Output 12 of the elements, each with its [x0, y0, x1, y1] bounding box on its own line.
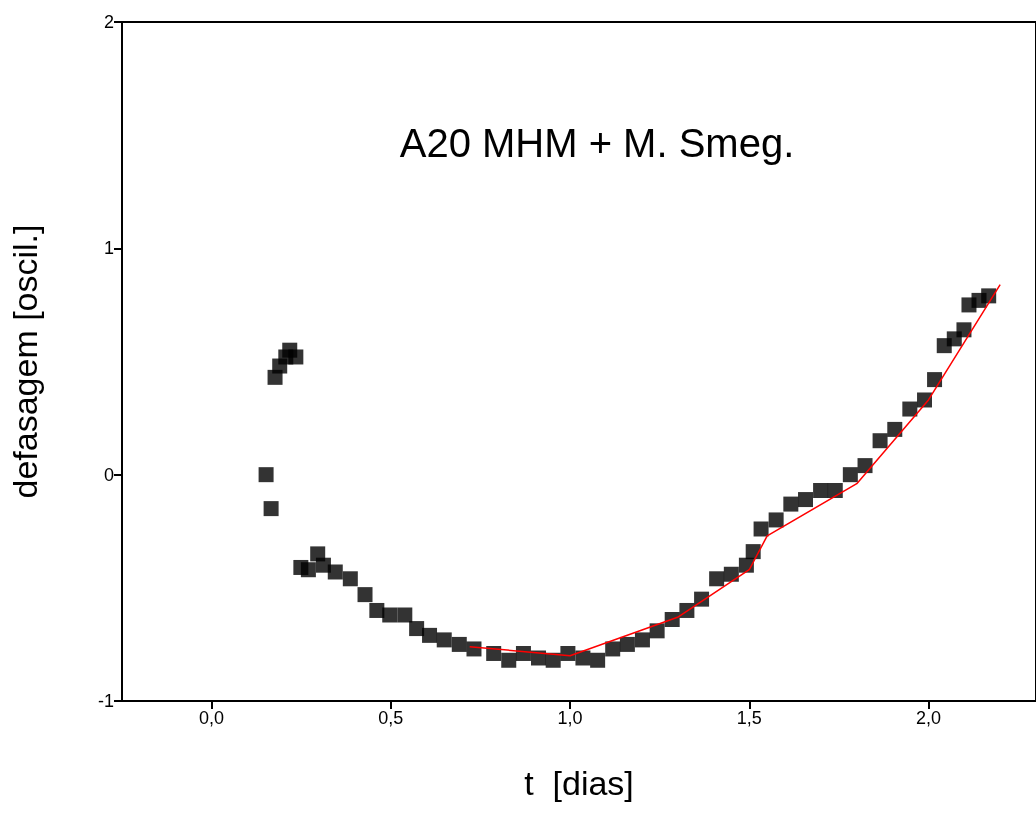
- x-tick-label: 1,5: [736, 708, 762, 728]
- x-tick-label: 1,0: [557, 708, 583, 728]
- x-tick-label: 0,5: [378, 708, 404, 728]
- x-axis-title: t [dias]: [524, 764, 634, 802]
- y-axis-title: defasagem [oscil.]: [6, 224, 44, 499]
- y-tick-label: -1: [97, 691, 114, 711]
- x-tick-label: 2,0: [915, 708, 941, 728]
- text: A20 MHM + M. Smeg.: [399, 121, 795, 165]
- y-tick-label: 1: [103, 238, 114, 259]
- y-tick-label: 0: [103, 464, 114, 485]
- y-tick-label: 2: [103, 12, 114, 32]
- x-tick-label: 0,0: [199, 708, 225, 728]
